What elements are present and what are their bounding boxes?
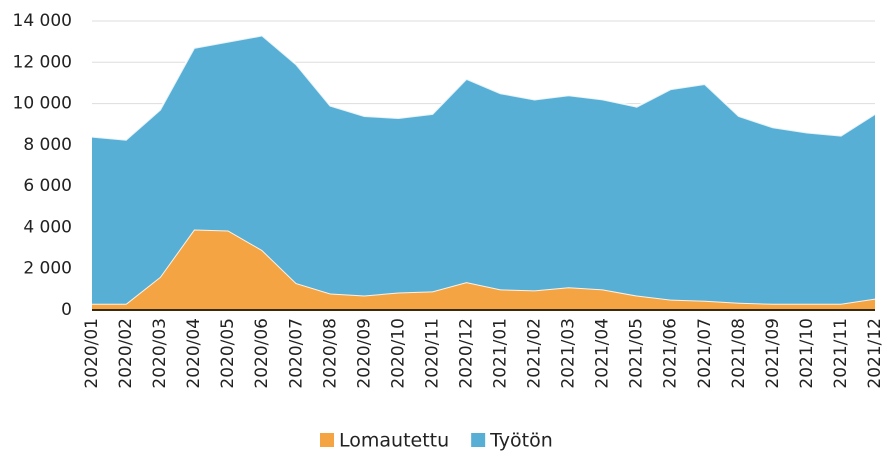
x-tick-label: 2021/11 [831, 318, 851, 389]
y-tick-label: 10 000 [13, 94, 72, 114]
y-tick-label: 0 [61, 300, 72, 320]
x-tick-label: 2021/04 [593, 318, 613, 389]
area [92, 229, 875, 310]
area-edge [91, 34, 876, 141]
x-tick-label: 2021/06 [661, 318, 681, 389]
x-tick-label: 2021/07 [695, 318, 715, 389]
y-tick-label: 2 000 [23, 259, 72, 279]
y-tick-label: 12 000 [13, 52, 72, 72]
x-tick-label: 2021/09 [763, 318, 783, 389]
legend: Lomautettu Työtön [320, 430, 553, 452]
x-tick-label: 2021/12 [865, 318, 885, 389]
x-tick-label: 2021/02 [525, 318, 545, 389]
x-tick-label: 2020/07 [286, 318, 306, 389]
x-tick-label: 2020/12 [456, 318, 476, 389]
x-tick-label: 2021/03 [559, 318, 579, 389]
x-tick-label: 2020/09 [354, 318, 374, 389]
area [92, 35, 875, 304]
legend-swatch [471, 433, 486, 447]
x-tick-label: 2020/04 [184, 318, 204, 389]
y-tick-label: 6 000 [23, 176, 72, 196]
x-tick-label: 2021/10 [797, 318, 817, 389]
x-tick-label: 2020/05 [218, 318, 238, 389]
y-tick-label: 14 000 [13, 11, 72, 31]
x-tick-label: 2021/05 [627, 318, 647, 389]
legend-label: Lomautettu [339, 430, 449, 452]
x-tick-label: 2020/08 [320, 318, 340, 389]
y-tick-label: 8 000 [23, 135, 72, 155]
x-tick-label: 2020/02 [116, 318, 136, 389]
x-tick-label: 2020/03 [150, 318, 170, 389]
legend-label: Työtön [489, 430, 553, 452]
legend-swatch [320, 433, 334, 447]
x-tick-label: 2021/01 [491, 318, 511, 389]
x-tick-label: 2020/11 [422, 318, 442, 389]
y-tick-label: 4 000 [23, 217, 72, 237]
x-tick-label: 2020/01 [82, 318, 102, 389]
x-tick-label: 2020/10 [388, 318, 408, 389]
x-tick-label: 2020/06 [252, 318, 272, 389]
x-tick-label: 2021/08 [729, 318, 749, 389]
